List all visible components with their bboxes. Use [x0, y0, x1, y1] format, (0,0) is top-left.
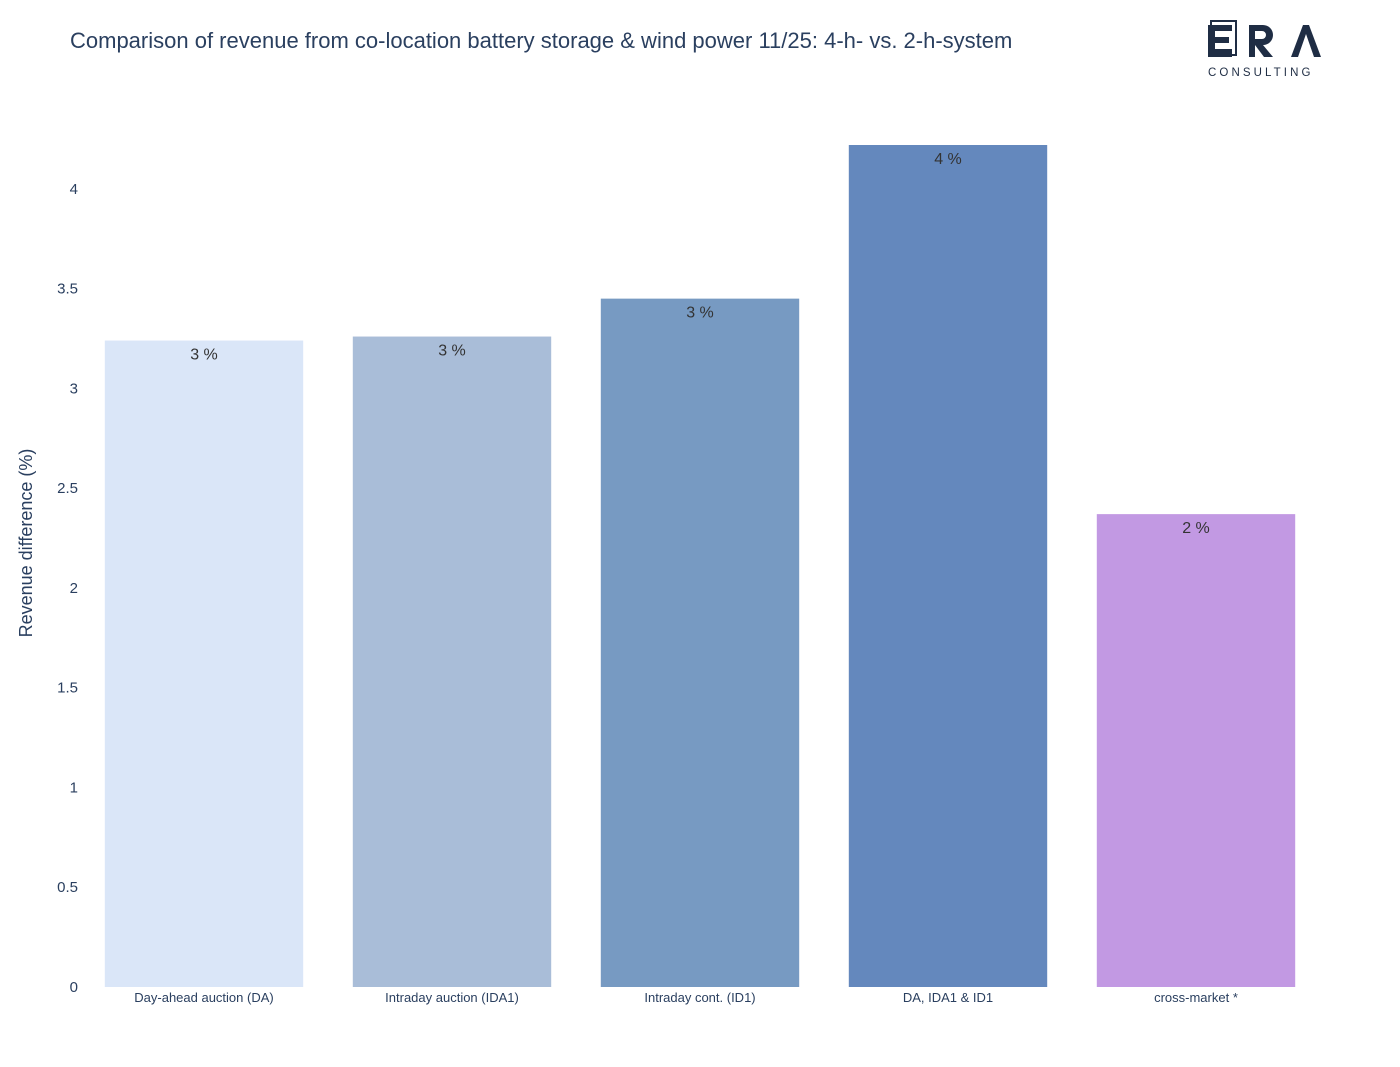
y-tick-label: 2.5: [57, 480, 78, 497]
y-axis-ticks: 0 0.5 1 1.5 2 2.5 3 3.5 4: [57, 181, 78, 996]
y-tick-label: 1.5: [57, 680, 78, 697]
y-tick-label: 1: [70, 779, 78, 796]
y-tick-label: 3.5: [57, 281, 78, 298]
x-axis-labels: Day-ahead auction (DA) Intraday auction (…: [134, 990, 1238, 1005]
x-tick-label: cross-market *: [1154, 990, 1238, 1005]
bar-data-label: 3 %: [438, 343, 466, 360]
bar-data-label: 3 %: [686, 305, 714, 322]
y-tick-label: 4: [70, 181, 78, 198]
y-tick-label: 0.5: [57, 879, 78, 896]
y-tick-label: 0: [70, 979, 78, 996]
bar: [104, 340, 304, 988]
bar: [848, 145, 1048, 987]
bar-data-labels: 3 % 3 % 3 % 4 % 2 %: [190, 151, 1210, 537]
x-tick-label: Intraday auction (IDA1): [385, 990, 519, 1005]
y-tick-label: 3: [70, 380, 78, 397]
x-tick-label: Day-ahead auction (DA): [134, 990, 273, 1005]
bar-data-label: 3 %: [190, 347, 218, 364]
logo-subtitle: CONSULTING: [1208, 67, 1314, 79]
era-consulting-logo: CONSULTING: [1205, 18, 1325, 84]
bar: [600, 298, 800, 987]
bar-data-label: 4 %: [934, 151, 962, 168]
era-logo-mark: [1208, 20, 1321, 57]
x-tick-label: DA, IDA1 & ID1: [903, 990, 993, 1005]
chart-title: Comparison of revenue from co-location b…: [70, 28, 1013, 53]
bar-data-label: 2 %: [1182, 520, 1210, 537]
bar: [1096, 514, 1296, 987]
y-tick-label: 2: [70, 580, 78, 597]
x-tick-label: Intraday cont. (ID1): [644, 990, 755, 1005]
bars: [104, 145, 1296, 988]
y-axis-title: Revenue difference (%): [16, 449, 36, 638]
bar: [352, 336, 552, 987]
